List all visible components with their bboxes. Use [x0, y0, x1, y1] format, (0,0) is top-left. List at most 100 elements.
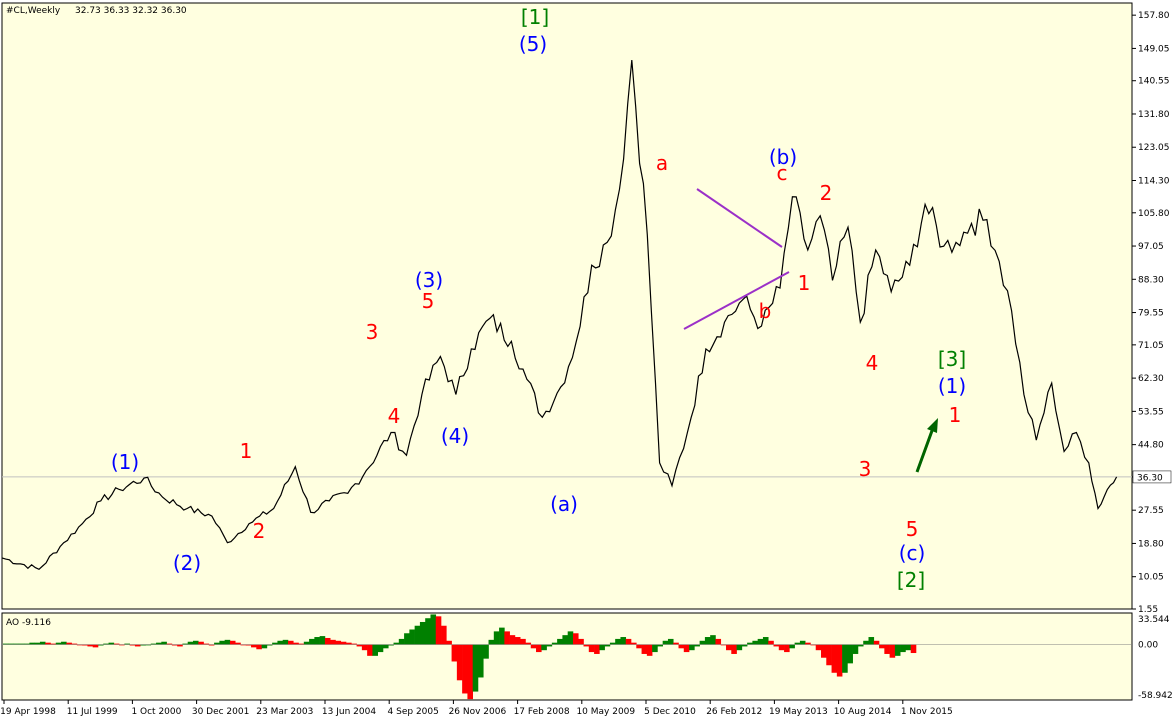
- price-y-axis: 157.80 149.05 140.55 131.80 123.05 114.30 105.…: [1132, 11, 1170, 615]
- ao-bar: [414, 625, 421, 645]
- triangle-lower-line: [683, 271, 790, 330]
- wave-label-red-2b: 2: [820, 181, 833, 205]
- ao-bar: [446, 640, 452, 645]
- ao-bar: [863, 640, 869, 645]
- ao-bar: [615, 638, 621, 645]
- ao-bar: [404, 633, 410, 645]
- ao-bar: [55, 642, 62, 645]
- ao-bar: [18, 643, 25, 645]
- ao-y-axis: 33.544 0.00 -58.942: [1138, 615, 1173, 701]
- ao-bar: [683, 644, 690, 653]
- ao-bar: [145, 644, 152, 646]
- ao-bar: [45, 642, 51, 645]
- ao-bar: [235, 642, 241, 645]
- ao-bar: [842, 644, 848, 673]
- ao-bar: [187, 641, 194, 645]
- ao-bar: [773, 644, 780, 647]
- wave-label-green-1: [1]: [521, 5, 549, 29]
- ao-bar: [124, 643, 130, 645]
- price-y-tick-label: 131.80: [1138, 110, 1170, 120]
- ao-bar: [831, 644, 838, 673]
- ao-bar: [747, 642, 753, 645]
- ao-pane-border: [1, 612, 1133, 701]
- ao-bar: [900, 644, 906, 653]
- wave-label-green-3: [3]: [938, 347, 966, 371]
- ao-bar: [82, 644, 88, 646]
- price-pane-border: [1, 2, 1133, 610]
- x-tick-label: 11 Jul 1999: [67, 707, 118, 717]
- ao-bar: [652, 644, 658, 653]
- ao-bar: [836, 644, 843, 677]
- ao-bar: [578, 638, 584, 645]
- ao-bar: [335, 640, 342, 645]
- ao-bar: [752, 640, 758, 645]
- wave-label-red-a: a: [656, 151, 668, 175]
- ao-bar: [61, 641, 67, 645]
- ao-bar: [641, 644, 648, 654]
- ao-bar: [441, 625, 447, 645]
- price-y-tick-label: 97.05: [1138, 242, 1164, 252]
- ao-bar: [97, 644, 104, 646]
- ao-bar: [456, 644, 463, 681]
- ao-bar: [889, 644, 896, 658]
- price-y-tick-label: 149.05: [1138, 44, 1170, 54]
- ao-bar: [762, 637, 769, 645]
- ao-bar: [736, 644, 743, 651]
- ao-bar: [546, 644, 553, 647]
- ao-bar: [873, 640, 880, 645]
- ao-bar: [509, 635, 516, 645]
- wave-label-red-1c: 1: [949, 403, 962, 427]
- ao-bar: [71, 643, 78, 645]
- ao-bar: [710, 635, 716, 645]
- ao-bar: [324, 637, 331, 645]
- ao-bar: [346, 642, 352, 645]
- ao-bar: [277, 640, 284, 645]
- ao-bar: [815, 644, 822, 651]
- ao-bar: [757, 638, 764, 645]
- ao-bar: [504, 631, 510, 645]
- price-y-tick-label: 123.05: [1138, 143, 1170, 153]
- ao-bar: [219, 640, 225, 645]
- ao-y-tick-label: 0.00: [1138, 641, 1158, 651]
- ao-bar: [24, 643, 30, 645]
- price-series-line: [1, 59, 1118, 571]
- ao-bar: [198, 641, 204, 645]
- ao-bar: [66, 642, 72, 645]
- ao-bar: [240, 644, 247, 646]
- ao-bar: [8, 643, 14, 645]
- ao-bar: [119, 644, 125, 646]
- price-pane: [2, 3, 1132, 609]
- ao-bar: [367, 644, 373, 656]
- ao-bar: [192, 640, 199, 645]
- ao-bar: [34, 642, 41, 645]
- ohlc-values: 32.73 36.33 32.32 36.30: [75, 6, 187, 16]
- wave-labels: [1] (5) (1) (2) (3) (4) (a) (b) (c) (1) …: [111, 5, 966, 592]
- ao-bar: [330, 639, 336, 645]
- wave-label-red-4b: 4: [866, 351, 879, 375]
- ao-bar: [604, 644, 611, 647]
- ao-bar: [541, 644, 547, 651]
- ao-bar: [778, 644, 785, 651]
- wave-label-red-c: c: [777, 161, 788, 185]
- x-tick-label: 19 Apr 1998: [0, 707, 56, 717]
- wave-label-blue-c: (c): [899, 541, 926, 565]
- ao-bar: [868, 637, 875, 645]
- ao-bar: [910, 644, 917, 654]
- ao-bar: [667, 638, 674, 645]
- price-y-tick-label: 1.55: [1138, 605, 1158, 615]
- ao-bar: [631, 642, 637, 645]
- ao-bar: [525, 642, 532, 645]
- ao-bar: [499, 627, 505, 645]
- wave-label-red-4: 4: [388, 404, 401, 428]
- time-x-axis: 19 Apr 1998 11 Jul 1999 1 Oct 2000 30 Dec 2…: [0, 700, 953, 717]
- price-y-tick-label: 105.80: [1138, 209, 1170, 219]
- ao-pane: [2, 613, 1132, 700]
- x-tick-label: 26 Feb 2012: [706, 707, 762, 717]
- price-y-tick-label: 10.05: [1138, 573, 1164, 583]
- ao-bar: [256, 644, 262, 650]
- ao-bar: [287, 640, 294, 645]
- ao-bar: [229, 640, 236, 645]
- ao-bar: [361, 644, 368, 651]
- ao-bar: [177, 644, 183, 647]
- price-y-tick-label: 71.05: [1138, 341, 1164, 351]
